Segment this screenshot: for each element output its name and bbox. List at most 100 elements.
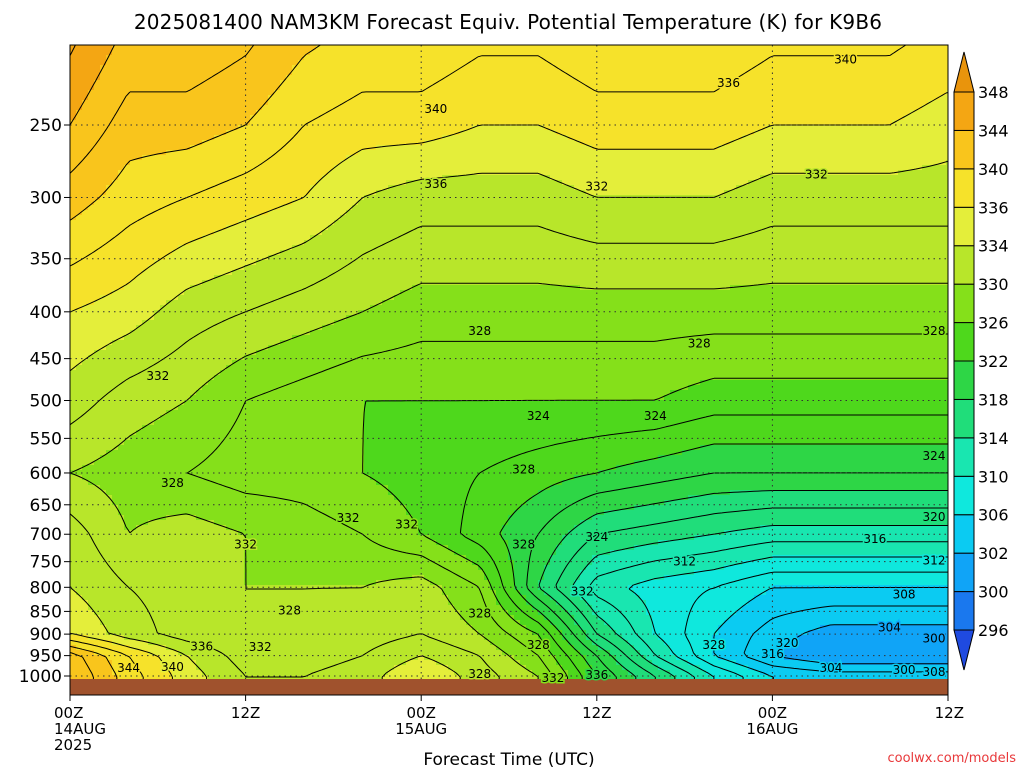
heatmap-cell: [820, 185, 827, 191]
heatmap-cell: [286, 50, 293, 56]
heatmap-cell: [214, 45, 221, 51]
heatmap-cell: [376, 70, 383, 76]
heatmap-cell: [466, 145, 473, 151]
heatmap-cell: [112, 50, 119, 56]
heatmap-cell: [298, 70, 305, 76]
heatmap-cell: [874, 95, 881, 101]
heatmap-cell: [178, 125, 185, 131]
heatmap-cell: [112, 200, 119, 206]
heatmap-cell: [934, 75, 941, 81]
heatmap-cell: [460, 140, 467, 146]
heatmap-cell: [814, 70, 821, 76]
heatmap-cell: [706, 85, 713, 91]
heatmap-cell: [304, 185, 311, 191]
heatmap-cell: [178, 95, 185, 101]
heatmap-cell: [166, 190, 173, 196]
heatmap-cell: [178, 190, 185, 196]
heatmap-cell: [376, 150, 383, 156]
heatmap-cell: [610, 125, 617, 131]
heatmap-cell: [304, 100, 311, 106]
heatmap-cell: [622, 190, 629, 196]
heatmap-cell: [658, 210, 665, 216]
heatmap-cell: [160, 160, 167, 166]
heatmap-cell: [844, 185, 851, 191]
heatmap-cell: [448, 75, 455, 81]
heatmap-cell: [856, 200, 863, 206]
heatmap-cell: [676, 185, 683, 191]
heatmap-cell: [916, 185, 923, 191]
heatmap-cell: [934, 45, 941, 51]
heatmap-cell: [856, 105, 863, 111]
heatmap-cell: [694, 55, 701, 61]
heatmap-cell: [934, 70, 941, 76]
heatmap-cell: [706, 50, 713, 56]
heatmap-cell: [580, 145, 587, 151]
heatmap-cell: [706, 125, 713, 131]
heatmap-cell: [634, 130, 641, 136]
heatmap-cell: [364, 65, 371, 71]
heatmap-cell: [196, 55, 203, 61]
heatmap-cell: [412, 170, 419, 176]
heatmap-cell: [820, 85, 827, 91]
heatmap-cell: [196, 125, 203, 131]
heatmap-cell: [820, 150, 827, 156]
heatmap-cell: [346, 180, 353, 186]
heatmap-cell: [634, 135, 641, 141]
heatmap-cell: [298, 145, 305, 151]
heatmap-cell: [508, 210, 515, 216]
heatmap-cell: [172, 210, 179, 216]
heatmap-cell: [742, 125, 749, 131]
heatmap-cell: [190, 135, 197, 141]
heatmap-cell: [220, 80, 227, 86]
heatmap-cell: [514, 200, 521, 206]
heatmap-cell: [412, 55, 419, 61]
heatmap-cell: [742, 75, 749, 81]
heatmap-cell: [286, 55, 293, 61]
heatmap-cell: [856, 140, 863, 146]
heatmap-cell: [910, 170, 917, 176]
heatmap-cell: [610, 70, 617, 76]
heatmap-cell: [106, 60, 113, 66]
heatmap-cell: [454, 55, 461, 61]
heatmap-cell: [208, 200, 215, 206]
heatmap-cell: [784, 175, 791, 181]
heatmap-cell: [388, 160, 395, 166]
heatmap-cell: [436, 65, 443, 71]
heatmap-cell: [928, 90, 935, 96]
heatmap-cell: [196, 135, 203, 141]
heatmap-cell: [220, 95, 227, 101]
heatmap-cell: [442, 125, 449, 131]
heatmap-cell: [370, 180, 377, 186]
heatmap-cell: [292, 160, 299, 166]
heatmap-cell: [622, 115, 629, 121]
heatmap-cell: [934, 145, 941, 151]
heatmap-cell: [748, 45, 755, 51]
heatmap-cell: [712, 115, 719, 121]
heatmap-cell: [664, 180, 671, 186]
heatmap-cell: [208, 100, 215, 106]
heatmap-cell: [922, 135, 929, 141]
heatmap-cell: [514, 125, 521, 131]
heatmap-cell: [106, 100, 113, 106]
heatmap-cell: [478, 70, 485, 76]
heatmap-cell: [106, 135, 113, 141]
heatmap-cell: [742, 145, 749, 151]
heatmap-cell: [646, 140, 653, 146]
heatmap-cell: [214, 50, 221, 56]
heatmap-cell: [796, 135, 803, 141]
heatmap-cell: [844, 80, 851, 86]
heatmap-cell: [634, 60, 641, 66]
heatmap-cell: [394, 100, 401, 106]
heatmap-cell: [706, 55, 713, 61]
heatmap-cell: [286, 90, 293, 96]
heatmap-cell: [844, 140, 851, 146]
heatmap-cell: [688, 140, 695, 146]
heatmap-cell: [166, 45, 173, 51]
heatmap-cell: [784, 160, 791, 166]
heatmap-cell: [460, 105, 467, 111]
heatmap-cell: [694, 170, 701, 176]
heatmap-cell: [154, 90, 161, 96]
heatmap-cell: [214, 110, 221, 116]
heatmap-cell: [676, 100, 683, 106]
